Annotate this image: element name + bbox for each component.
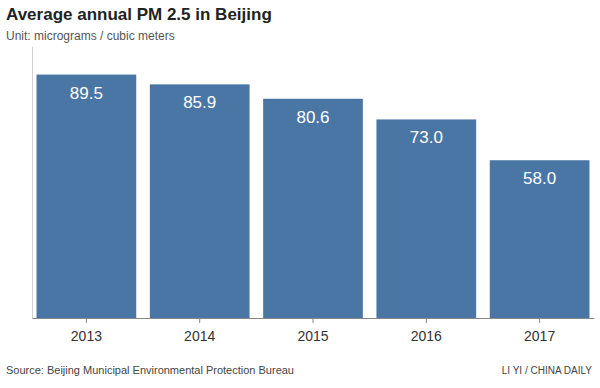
x-tick: 2017 [524,318,555,344]
x-tick-mark [539,318,540,323]
bar [37,75,137,318]
bar [490,160,590,318]
chart: Average annual PM 2.5 in Beijing Unit: mi… [0,0,600,388]
x-tick-label: 2017 [524,328,555,344]
data-label: 89.5 [70,84,103,103]
x-tick-label: 2016 [411,328,442,344]
data-labels: 89.5 85.9 80.6 73.0 58.0 [70,84,556,189]
x-tick: 2016 [411,318,442,344]
data-label: 80.6 [296,108,329,127]
title: Average annual PM 2.5 in Beijing [6,5,272,24]
y-axis-line [32,47,33,319]
source: Source: Beijing Municipal Environmental … [6,364,294,376]
subtitle: Unit: micrograms / cubic meters [6,29,175,43]
x-tick-mark [199,318,200,323]
x-axis: 2013 2014 2015 2016 2017 [33,318,595,344]
x-tick: 2015 [297,318,328,344]
plot: 2013 2014 2015 2016 2017 89.5 85.9 80.6 73.0 58.0 [33,47,595,345]
bar [263,99,363,318]
x-tick-mark [426,318,427,323]
bars [37,75,590,318]
x-tick-label: 2015 [297,328,328,344]
x-tick-label: 2014 [184,328,215,344]
data-label: 85.9 [183,93,216,112]
bar [150,84,250,318]
data-label: 73.0 [410,128,443,147]
x-tick: 2014 [184,318,215,344]
credit: LI YI / CHINA DAILY [502,365,593,376]
bar [376,119,476,318]
data-label: 58.0 [523,169,556,188]
y-axis [32,47,33,319]
x-tick-label: 2013 [71,328,102,344]
x-tick-mark [313,318,314,323]
x-tick-mark [86,318,87,323]
x-tick: 2013 [71,318,102,344]
